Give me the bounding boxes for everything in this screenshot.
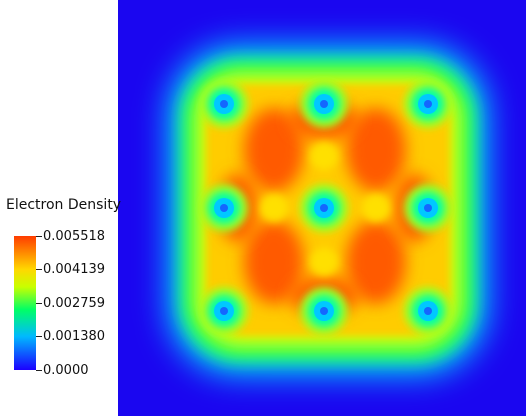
atom-core bbox=[220, 307, 228, 315]
colorbar-tick bbox=[36, 302, 42, 304]
colorbar-tick bbox=[36, 369, 42, 371]
density-interstitial bbox=[362, 194, 390, 222]
colorbar-tick-label: 0.005518 bbox=[43, 228, 106, 244]
colorbar-tick-label: 0.0000 bbox=[43, 362, 89, 378]
atom-core bbox=[220, 204, 228, 212]
density-heatmap bbox=[168, 45, 488, 375]
colorbar-tick bbox=[36, 235, 42, 237]
atom-core bbox=[424, 307, 432, 315]
atom-core bbox=[320, 204, 328, 212]
atom-core bbox=[320, 100, 328, 108]
colorbar-tick-label: 0.004139 bbox=[43, 261, 106, 277]
density-interstitial bbox=[310, 142, 338, 170]
atom-core bbox=[220, 100, 228, 108]
density-lobe bbox=[244, 220, 304, 304]
density-lobe bbox=[346, 220, 406, 304]
atom-core bbox=[320, 307, 328, 315]
colorbar bbox=[14, 236, 36, 370]
atom-core bbox=[424, 100, 432, 108]
density-interstitial bbox=[260, 194, 288, 222]
density-interstitial bbox=[310, 248, 338, 276]
electron-density-plot bbox=[118, 0, 526, 416]
colorbar-tick-label: 0.002759 bbox=[43, 295, 106, 311]
colorbar-tick bbox=[36, 268, 42, 270]
atom-core bbox=[424, 204, 432, 212]
legend-title: Electron Density bbox=[6, 197, 122, 213]
density-lobe bbox=[244, 108, 304, 192]
colorbar-tick-label: 0.001380 bbox=[43, 328, 106, 344]
colorbar-tick bbox=[36, 335, 42, 337]
density-lobe bbox=[346, 108, 406, 192]
